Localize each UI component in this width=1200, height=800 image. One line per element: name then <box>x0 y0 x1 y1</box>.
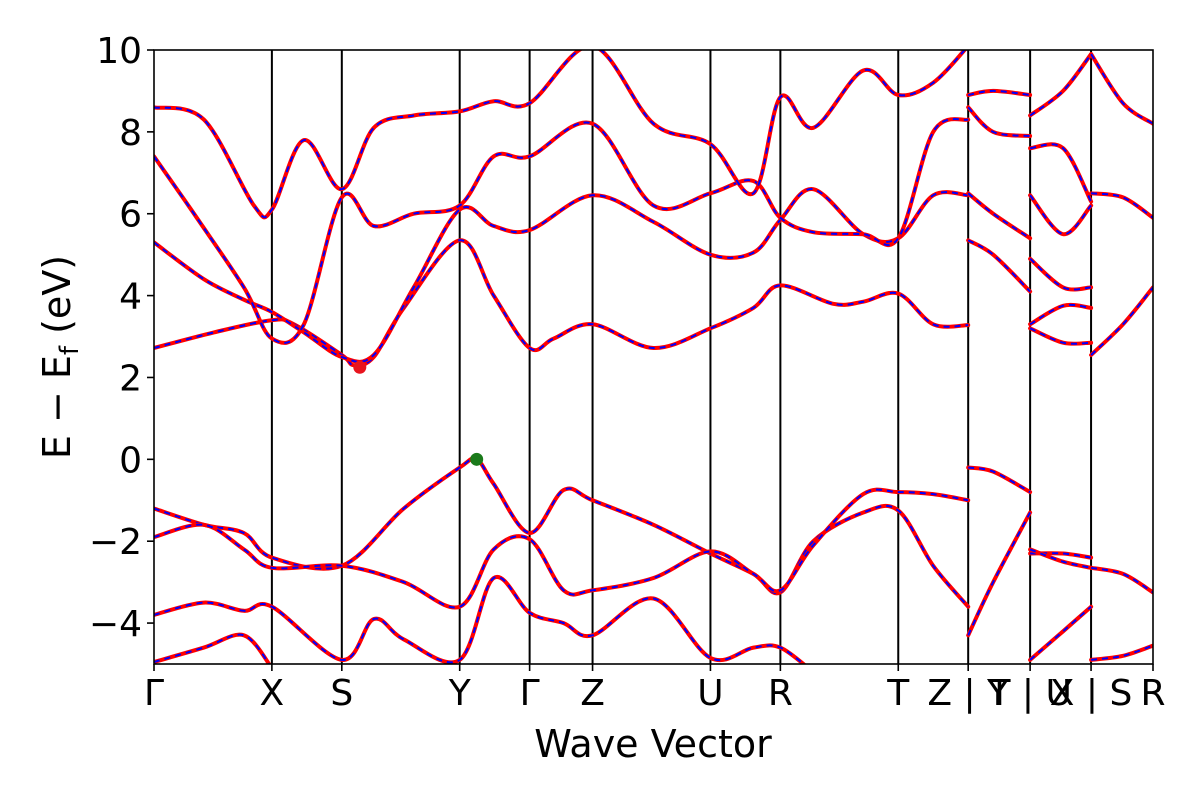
x-tick-label-9: Z | Y <box>927 673 1010 714</box>
x-axis-label: Wave Vector <box>534 722 772 766</box>
band-line-dashed-18 <box>1029 303 1092 326</box>
plot-area <box>154 50 1153 664</box>
band-line-dashed-3 <box>154 50 966 219</box>
x-tick-label-0: Γ <box>144 673 164 714</box>
band-line-dashed-0 <box>154 239 969 367</box>
band-line-19 <box>1028 256 1094 292</box>
y-tick-label-3: 4 <box>119 277 142 318</box>
x-tick-label-3: Y <box>448 673 472 714</box>
y-axis-label-main: E − E <box>35 355 79 459</box>
x-tick-label-6: U <box>697 673 723 714</box>
band-line-dashed-26 <box>1090 192 1153 219</box>
band-line-dashed-14 <box>1030 552 1092 559</box>
band-line-dashed-13 <box>967 239 1031 293</box>
band-line-16 <box>1028 604 1094 662</box>
vbm-marker <box>470 452 484 466</box>
band-line-dashed-12 <box>967 192 1031 240</box>
band-line-dashed-17 <box>1029 327 1092 345</box>
band-line-dashed-6 <box>154 575 806 664</box>
plot-frame <box>153 49 1154 665</box>
band-line-dashed-2 <box>154 118 969 344</box>
x-tick-label-10: T | U <box>987 673 1071 714</box>
band-line-dashed-23 <box>1090 566 1153 594</box>
band-line-dashed-8 <box>968 466 1031 493</box>
y-tick-label-6: −2 <box>89 522 142 563</box>
x-tick-label-8: T <box>886 673 910 714</box>
y-axis-label: E − Ef (eV) <box>35 255 85 459</box>
band-line-dashed-25 <box>1090 286 1153 356</box>
band-line-dashed-9 <box>967 512 1031 636</box>
band-line-dashed-27 <box>1090 53 1153 125</box>
x-tick-label-4: Γ <box>520 673 540 714</box>
band-line-dashed-10 <box>968 89 1031 96</box>
band-line-dashed-5 <box>154 488 969 609</box>
band-line-dashed-21 <box>1029 143 1092 202</box>
y-tick-label-4: 2 <box>119 358 142 399</box>
y-axis-ticks: 10 8 6 4 2 0 −2 −4 <box>89 31 154 645</box>
band-line-dashed-1 <box>154 188 969 363</box>
y-tick-label-1: 8 <box>119 113 142 154</box>
y-tick-label-5: 0 <box>119 440 142 481</box>
band-line-dashed-20 <box>1029 194 1092 236</box>
y-tick-label-0: 10 <box>96 31 142 72</box>
band-line-dashed-15 <box>1029 548 1092 569</box>
y-tick-label-7: −4 <box>89 604 142 645</box>
x-tick-label-1: X <box>260 673 285 714</box>
x-tick-label-12: R <box>1140 673 1165 714</box>
y-tick-label-2: 6 <box>119 195 142 236</box>
band-line-dashed-7 <box>154 633 271 664</box>
x-tick-label-5: Z <box>580 673 605 714</box>
x-tick-label-2: S <box>330 673 353 714</box>
band-line-dashed-4 <box>154 457 969 608</box>
band-line-dashed-11 <box>967 106 1031 137</box>
band-line-22 <box>1028 52 1094 118</box>
band-curves <box>154 50 1153 664</box>
cbm-marker <box>353 360 367 374</box>
y-axis-label-unit: (eV) <box>35 255 79 346</box>
x-tick-label-11: X | S <box>1050 673 1133 714</box>
y-axis-label-subscript: f <box>55 345 85 355</box>
extrema-markers <box>353 360 484 466</box>
x-tick-label-7: R <box>768 673 793 714</box>
band-line-dashed-24 <box>1090 644 1153 661</box>
